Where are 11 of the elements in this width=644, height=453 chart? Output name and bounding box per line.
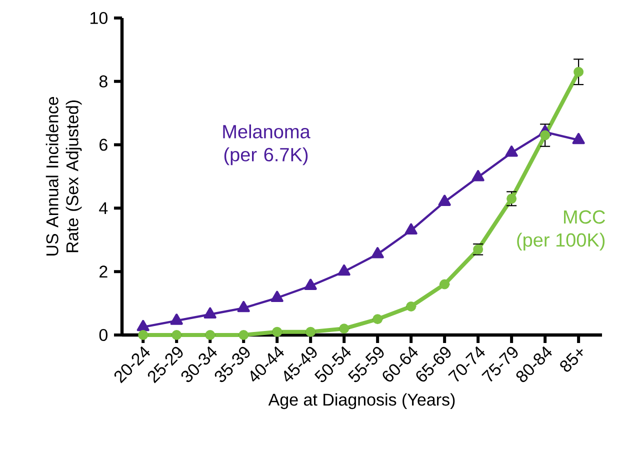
- y-tick-label: 10: [90, 12, 108, 24]
- y-tick-label: 0: [99, 328, 108, 342]
- series-label: MCC (per 100K): [517, 210, 606, 250]
- y-tick-label: 2: [100, 266, 108, 278]
- x-tick-label: 85+: [560, 349, 583, 372]
- y-tick-label: 4: [99, 202, 108, 214]
- text: Melanoma (per 6.7K): [223, 124, 310, 166]
- y-tick-label: 8: [99, 75, 108, 88]
- y-tick-label: 6: [100, 138, 108, 151]
- x-axis-title: Age at Diagnosis (Years): [268, 393, 455, 410]
- y-axis-title: US Annual Incidence Rate (Sex Adjusted): [46, 96, 82, 256]
